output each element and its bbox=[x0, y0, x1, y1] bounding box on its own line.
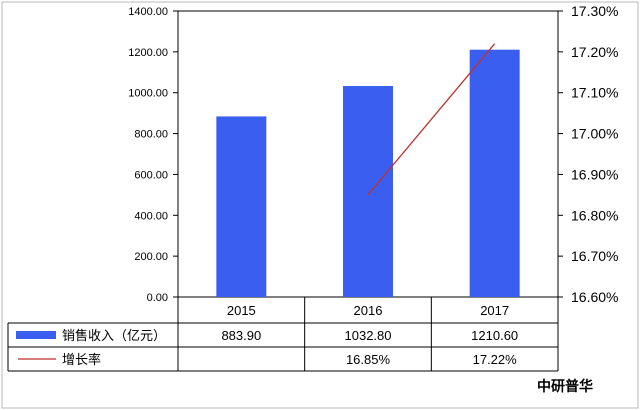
left-tick-label: 1400.00 bbox=[128, 6, 168, 18]
left-tick-label: 800.00 bbox=[134, 129, 168, 141]
right-tick-label: 16.80% bbox=[571, 207, 618, 223]
growth-value: 16.85% bbox=[346, 352, 391, 367]
left-tick-label: 1200.00 bbox=[128, 47, 168, 59]
bar-2016 bbox=[343, 86, 393, 297]
series-name-revenue: 销售收入（亿元） bbox=[62, 328, 166, 343]
left-tick-label: 1000.00 bbox=[128, 88, 168, 100]
bar-2015 bbox=[216, 116, 267, 297]
left-tick-label: 0.00 bbox=[147, 292, 168, 304]
category-label: 2017 bbox=[480, 303, 509, 318]
right-tick-label: 17.20% bbox=[571, 44, 618, 60]
series-name-growth: 增长率 bbox=[62, 352, 101, 367]
watermark: 中研普华 bbox=[537, 378, 593, 395]
category-label: 2015 bbox=[227, 303, 256, 318]
bar-2017 bbox=[469, 49, 520, 298]
right-tick-label: 17.10% bbox=[571, 85, 618, 101]
left-tick-label: 600.00 bbox=[134, 169, 168, 181]
growth-line bbox=[367, 43, 496, 196]
revenue-value: 1032.80 bbox=[345, 328, 392, 343]
legend-key-bar bbox=[16, 331, 56, 339]
category-label: 2016 bbox=[354, 303, 383, 318]
right-tick-label: 16.90% bbox=[571, 166, 618, 182]
revenue-value: 883.90 bbox=[221, 328, 261, 343]
growth-value: 17.22% bbox=[473, 352, 518, 367]
right-tick-label: 16.70% bbox=[571, 248, 618, 264]
right-tick-label: 16.60% bbox=[571, 289, 618, 305]
revenue-value: 1210.60 bbox=[471, 328, 518, 343]
left-tick-label: 200.00 bbox=[134, 251, 168, 263]
right-tick-label: 17.00% bbox=[571, 126, 618, 142]
right-tick-label: 17.30% bbox=[571, 3, 618, 19]
left-tick-label: 400.00 bbox=[134, 210, 168, 222]
